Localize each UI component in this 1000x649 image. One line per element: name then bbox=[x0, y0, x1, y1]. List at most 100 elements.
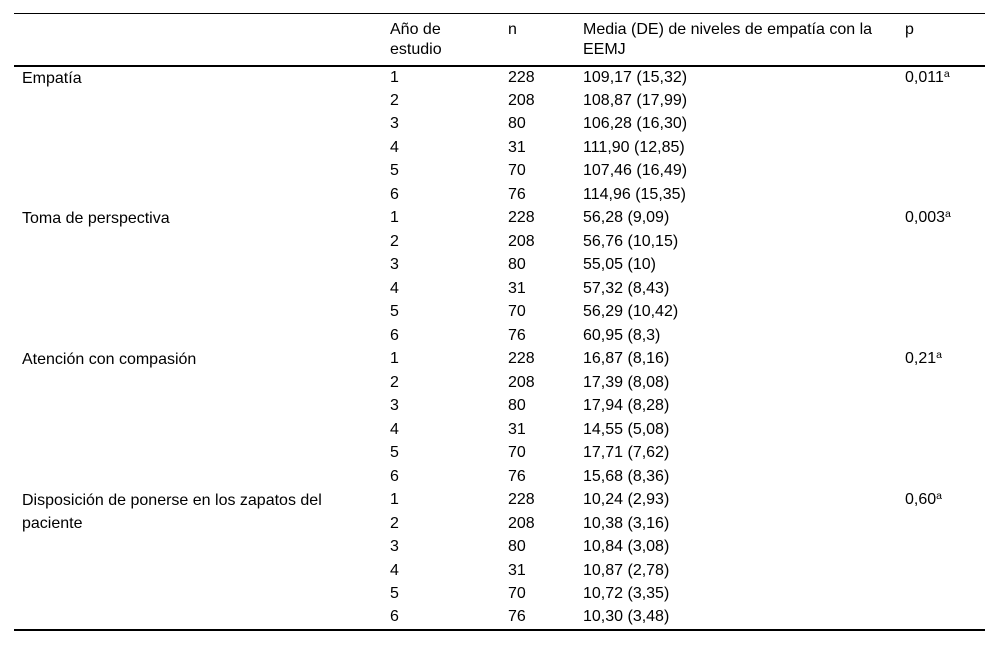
n-cell: 76 bbox=[508, 326, 526, 344]
mean-cell: 10,30 (3,48) bbox=[583, 608, 670, 626]
mean-cell: 17,39 (8,08) bbox=[583, 373, 670, 391]
n-cell: 80 bbox=[508, 538, 526, 556]
table-row: Empatía 1 228 109,17 (15,32) 0,011a bbox=[14, 66, 985, 90]
table-row: Toma de perspectiva 1 228 56,28 (9,09) 0,003… bbox=[14, 207, 985, 231]
mean-cell: 15,68 (8,36) bbox=[583, 467, 670, 485]
p-superscript: a bbox=[943, 68, 950, 80]
row-group-label-text: Empatía bbox=[22, 69, 82, 87]
year-cell: 3 bbox=[390, 115, 399, 133]
row-group-label: Toma de perspectiva bbox=[14, 207, 382, 348]
mean-cell: 14,55 (5,08) bbox=[583, 420, 670, 438]
table-row: Disposición de ponerse en los zapatos de… bbox=[14, 489, 985, 532]
mean-cell: 17,71 (7,62) bbox=[583, 444, 670, 462]
n-cell: 31 bbox=[508, 561, 526, 579]
year-cell: 4 bbox=[390, 420, 399, 438]
empathy-levels-table: Año de estudio n Media (DE) de niveles d… bbox=[14, 13, 985, 631]
table-body: Empatía 1 228 109,17 (15,32) 0,011a 2 208 108,8… bbox=[14, 66, 985, 630]
year-cell: 1 bbox=[390, 68, 399, 86]
n-cell: 70 bbox=[508, 444, 526, 462]
year-cell: 3 bbox=[390, 538, 399, 556]
table-container: Año de estudio n Media (DE) de niveles d… bbox=[14, 13, 985, 631]
header-row: Año de estudio n Media (DE) de niveles d… bbox=[14, 14, 985, 66]
table-row: 4 31 111,90 (12,85) bbox=[14, 136, 985, 160]
table-row: 5 70 10,72 (3,35) bbox=[14, 583, 985, 607]
year-cell: 3 bbox=[390, 256, 399, 274]
p-superscript: a bbox=[936, 349, 942, 361]
n-cell: 76 bbox=[508, 467, 526, 485]
year-cell: 4 bbox=[390, 279, 399, 297]
year-cell: 4 bbox=[390, 138, 399, 156]
mean-cell: 10,84 (3,08) bbox=[583, 538, 670, 556]
table-row: 6 76 10,30 (3,48) bbox=[14, 606, 985, 630]
header-mean-label: Media (DE) de niveles de empatía con la … bbox=[583, 21, 873, 58]
row-group-label-text: Disposición de ponerse en los zapatos de… bbox=[22, 491, 322, 533]
p-superscript: a bbox=[945, 208, 951, 220]
table-row: 2 208 10,38 (3,16) bbox=[14, 512, 985, 536]
table-row: Atención con compasión 1 228 16,87 (8,16) 0,… bbox=[14, 348, 985, 372]
table-header: Año de estudio n Media (DE) de niveles d… bbox=[14, 14, 985, 66]
table-row: 5 70 56,29 (10,42) bbox=[14, 301, 985, 325]
table-row: 3 80 10,84 (3,08) bbox=[14, 536, 985, 560]
mean-cell: 17,94 (8,28) bbox=[583, 397, 670, 415]
row-group-label-text: Toma de perspectiva bbox=[22, 209, 170, 227]
table-row: 4 31 14,55 (5,08) bbox=[14, 418, 985, 442]
table-row: 2 208 56,76 (10,15) bbox=[14, 230, 985, 254]
n-cell: 31 bbox=[508, 138, 526, 156]
header-year: Año de estudio bbox=[382, 14, 500, 66]
header-mean: Media (DE) de niveles de empatía con la … bbox=[575, 14, 897, 66]
table-row: 3 80 17,94 (8,28) bbox=[14, 395, 985, 419]
p-value-cell: 0,21a bbox=[897, 348, 985, 489]
mean-cell: 114,96 (15,35) bbox=[583, 185, 686, 203]
mean-cell: 16,87 (8,16) bbox=[583, 350, 670, 368]
p-value-cell: 0,60a bbox=[897, 489, 985, 630]
year-cell: 6 bbox=[390, 185, 399, 203]
mean-cell: 10,87 (2,78) bbox=[583, 561, 670, 579]
year-cell: 5 bbox=[390, 303, 399, 321]
n-cell: 208 bbox=[508, 91, 535, 109]
table-row: 5 70 107,46 (16,49) bbox=[14, 160, 985, 184]
mean-cell: 57,32 (8,43) bbox=[583, 279, 670, 297]
table-row: 3 80 106,28 (16,30) bbox=[14, 113, 985, 137]
row-group-label: Atención con compasión bbox=[14, 348, 382, 489]
p-value-cell: 0,003a bbox=[897, 207, 985, 348]
row-group-label: Disposición de ponerse en los zapatos de… bbox=[14, 489, 382, 630]
row-group-label-text: Atención con compasión bbox=[22, 350, 197, 368]
n-cell: 208 bbox=[508, 514, 535, 532]
year-cell: 6 bbox=[390, 608, 399, 626]
mean-cell: 106,28 (16,30) bbox=[583, 115, 688, 133]
mean-cell: 109,17 (15,32) bbox=[583, 68, 688, 86]
year-cell: 2 bbox=[390, 232, 399, 250]
mean-cell: 108,87 (17,99) bbox=[583, 91, 688, 109]
table-row: 4 31 57,32 (8,43) bbox=[14, 277, 985, 301]
header-year-label: Año de estudio bbox=[390, 21, 442, 58]
n-cell: 70 bbox=[508, 303, 526, 321]
n-cell: 31 bbox=[508, 279, 526, 297]
table-row: 4 31 10,87 (2,78) bbox=[14, 559, 985, 583]
mean-cell: 56,28 (9,09) bbox=[583, 209, 670, 227]
mean-cell: 111,90 (12,85) bbox=[583, 138, 685, 156]
year-cell: 5 bbox=[390, 444, 399, 462]
n-cell: 208 bbox=[508, 232, 535, 250]
table-row: 6 76 15,68 (8,36) bbox=[14, 465, 985, 489]
p-value: 0,60 bbox=[905, 491, 937, 508]
table-row: 2 208 108,87 (17,99) bbox=[14, 89, 985, 113]
table-row: 6 76 60,95 (8,3) bbox=[14, 324, 985, 348]
n-cell: 80 bbox=[508, 256, 526, 274]
n-cell: 208 bbox=[508, 373, 535, 391]
table-row: 5 70 17,71 (7,62) bbox=[14, 442, 985, 466]
header-p: p bbox=[905, 21, 914, 38]
mean-cell: 10,38 (3,16) bbox=[583, 514, 670, 532]
year-cell: 2 bbox=[390, 514, 399, 532]
n-cell: 70 bbox=[508, 585, 526, 603]
n-cell: 76 bbox=[508, 608, 526, 626]
p-value-cell: 0,011a bbox=[897, 66, 985, 207]
mean-cell: 60,95 (8,3) bbox=[583, 326, 661, 344]
table-row: 3 80 55,05 (10) bbox=[14, 254, 985, 278]
table-row: 2 208 17,39 (8,08) bbox=[14, 371, 985, 395]
n-cell: 80 bbox=[508, 397, 526, 415]
year-cell: 3 bbox=[390, 397, 399, 415]
n-cell: 228 bbox=[508, 209, 535, 227]
p-superscript: a bbox=[936, 490, 942, 502]
year-cell: 6 bbox=[390, 326, 399, 344]
